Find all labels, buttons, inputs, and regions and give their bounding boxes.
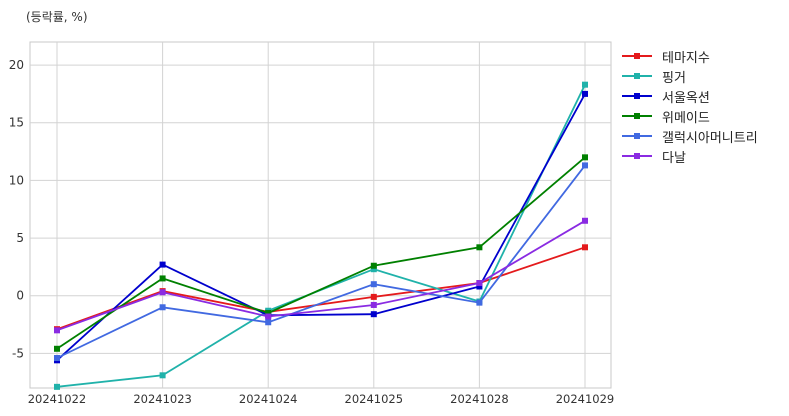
data-point bbox=[582, 90, 588, 97]
data-point bbox=[54, 327, 60, 334]
data-point bbox=[370, 293, 377, 300]
x-tick-label: 20241028 bbox=[450, 392, 509, 406]
legend-swatch bbox=[622, 70, 652, 82]
legend-swatch bbox=[622, 50, 652, 62]
legend-label: 위메이드 bbox=[662, 110, 710, 126]
y-tick-label: 5 bbox=[16, 231, 24, 245]
legend-item: 다날 bbox=[622, 146, 758, 166]
data-point bbox=[370, 301, 377, 308]
legend-item: 서울옥션 bbox=[622, 86, 758, 106]
data-point bbox=[54, 355, 60, 362]
data-point bbox=[370, 281, 377, 288]
data-point bbox=[582, 162, 588, 169]
data-point bbox=[54, 383, 60, 390]
data-point bbox=[370, 311, 377, 318]
legend-swatch bbox=[622, 130, 652, 142]
data-point bbox=[159, 275, 166, 282]
series-line bbox=[56, 246, 586, 331]
y-tick-label: 15 bbox=[9, 116, 24, 130]
y-tick-label: 0 bbox=[16, 289, 24, 303]
series-line bbox=[56, 93, 586, 361]
legend-swatch bbox=[622, 150, 652, 162]
legend-label: 갤럭시아머니트리 bbox=[662, 130, 758, 146]
legend-label: 핑거 bbox=[662, 70, 686, 86]
legend-item: 갤럭시아머니트리 bbox=[622, 126, 758, 146]
data-point bbox=[370, 266, 377, 273]
data-point bbox=[582, 244, 588, 251]
data-point bbox=[582, 154, 588, 161]
legend-item: 핑거 bbox=[622, 66, 758, 86]
data-point bbox=[582, 81, 588, 88]
data-point bbox=[159, 372, 166, 379]
data-point bbox=[476, 299, 483, 306]
y-tick-label: 10 bbox=[9, 173, 24, 187]
x-tick-label: 20241029 bbox=[556, 392, 615, 406]
legend-label: 테마지수 bbox=[662, 50, 710, 66]
legend-label: 서울옥션 bbox=[662, 90, 710, 106]
data-point bbox=[476, 280, 483, 287]
x-tick-label: 20241025 bbox=[345, 392, 404, 406]
data-point bbox=[582, 217, 588, 224]
data-point bbox=[159, 304, 166, 311]
x-tick-label: 20241023 bbox=[133, 392, 192, 406]
legend-item: 테마지수 bbox=[622, 46, 758, 66]
legend-item: 위메이드 bbox=[622, 106, 758, 126]
data-point bbox=[476, 283, 483, 290]
y-tick-label: -5 bbox=[12, 346, 24, 360]
data-point bbox=[159, 289, 166, 296]
legend-swatch bbox=[622, 90, 652, 102]
plot-area bbox=[29, 41, 612, 389]
y-axis-label: (등락률, %) bbox=[26, 10, 88, 24]
legend-label: 다날 bbox=[662, 150, 686, 166]
data-point bbox=[265, 313, 272, 320]
y-tick-label: 20 bbox=[9, 58, 24, 72]
data-point bbox=[265, 319, 272, 326]
x-tick-label: 20241024 bbox=[239, 392, 298, 406]
legend-swatch bbox=[622, 110, 652, 122]
series-line bbox=[56, 164, 586, 359]
data-point bbox=[159, 261, 166, 268]
data-point bbox=[476, 244, 483, 251]
series-line bbox=[56, 156, 586, 350]
data-point bbox=[370, 262, 377, 269]
series-line bbox=[56, 220, 586, 332]
data-point bbox=[265, 310, 272, 317]
x-tick-label: 20241022 bbox=[28, 392, 87, 406]
data-point bbox=[54, 345, 60, 352]
